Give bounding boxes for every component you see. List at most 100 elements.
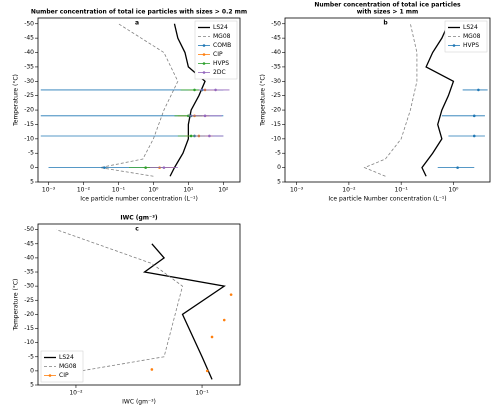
y-tick-label: -5 — [28, 353, 34, 360]
point — [208, 134, 211, 138]
x-tick-label: 10⁻² — [77, 187, 91, 194]
legend-swatch — [48, 374, 52, 377]
point — [189, 134, 193, 138]
x-tick-label: 10² — [218, 187, 229, 194]
y-tick-label: 5 — [30, 382, 34, 389]
y-tick-label: -50 — [24, 20, 34, 27]
x-tick-label: 10⁻² — [342, 187, 356, 194]
y-tick-label: 0 — [30, 367, 34, 374]
legend-label: COMB — [213, 42, 231, 49]
x-axis-label: Ice particle number concentration (L⁻¹) — [80, 196, 198, 203]
legend-swatch — [202, 53, 206, 56]
y-tick-label: -35 — [24, 269, 34, 276]
point — [214, 88, 217, 92]
x-tick-label: 10⁰ — [148, 187, 159, 194]
y-tick-label: -35 — [271, 63, 281, 70]
x-tick-label: 10⁻² — [69, 390, 83, 397]
chart-title: IWC (gm⁻³) — [120, 215, 157, 222]
chart-title: Number concentration of total ice partic… — [31, 9, 247, 16]
y-axis-label: Temperature (°C) — [13, 74, 20, 127]
y-tick-label: -30 — [24, 283, 34, 290]
legend-box — [444, 20, 488, 53]
line — [47, 229, 183, 377]
y-tick-label: -50 — [24, 226, 34, 233]
y-axis-label: Temperature (°C) — [260, 74, 267, 127]
y-tick-label: -20 — [271, 107, 281, 114]
y-tick-label: -45 — [24, 240, 34, 247]
point — [203, 114, 207, 118]
x-tick-label: 10⁻³ — [290, 187, 304, 194]
plot-frame — [37, 17, 241, 183]
legend-label: CIP — [59, 372, 69, 379]
legend-label: LS24 — [59, 354, 74, 361]
chart-title: with sizes > 1 mm — [357, 9, 419, 16]
legend-swatch — [202, 71, 206, 74]
y-tick-label: -25 — [24, 92, 34, 99]
legend-label: HVPS — [213, 60, 229, 67]
legend-label: LS24 — [463, 24, 478, 31]
legend-label: HVPS — [463, 42, 479, 49]
point — [193, 88, 196, 92]
y-tick-label: -50 — [271, 20, 281, 27]
point — [144, 166, 147, 169]
point — [472, 134, 476, 138]
y-tick-label: -10 — [271, 135, 281, 142]
x-axis-label: IWC (gm⁻³) — [122, 399, 156, 406]
line — [363, 23, 418, 177]
y-tick-label: -25 — [24, 297, 34, 304]
line — [169, 23, 206, 177]
y-tick-label: -10 — [24, 339, 34, 346]
y-tick-label: -45 — [271, 35, 281, 42]
point — [472, 114, 476, 118]
x-tick-label: 10⁻¹ — [112, 187, 126, 194]
y-tick-label: -25 — [271, 92, 281, 99]
x-tick-label: 10¹ — [183, 187, 194, 194]
y-tick-label: -40 — [24, 254, 34, 261]
x-axis-label: Ice particle Number concentration (L⁻¹) — [328, 196, 446, 203]
x-tick-label: 10⁰ — [448, 187, 459, 194]
point — [210, 335, 214, 339]
legend-label: LS24 — [213, 24, 228, 31]
line — [421, 23, 455, 177]
point — [103, 166, 106, 169]
legend-swatch — [202, 44, 206, 47]
legend-box — [40, 350, 84, 383]
y-tick-label: 5 — [30, 179, 34, 186]
point — [229, 293, 233, 296]
point — [150, 368, 154, 371]
y-tick-label: -5 — [275, 150, 281, 157]
y-tick-label: -15 — [271, 121, 281, 128]
y-tick-label: -40 — [24, 49, 34, 56]
y-tick-label: 5 — [277, 179, 281, 186]
y-tick-label: -20 — [24, 107, 34, 114]
chart-title: Number concentration of total ice partic… — [314, 2, 461, 9]
y-tick-label: -10 — [24, 135, 34, 142]
legend-label: MG08 — [463, 33, 481, 40]
line — [142, 243, 226, 380]
panel-label: b — [383, 20, 388, 27]
x-tick-label: 10⁻¹ — [195, 390, 209, 397]
y-tick-label: -35 — [24, 63, 34, 70]
legend-box — [194, 20, 238, 80]
y-tick-label: -15 — [24, 121, 34, 128]
line — [100, 23, 179, 177]
point — [162, 166, 166, 169]
y-tick-label: -30 — [24, 78, 34, 85]
point — [222, 318, 226, 322]
y-tick-label: 0 — [277, 164, 281, 171]
panel-label: c — [135, 226, 139, 233]
x-tick-label: 10⁻³ — [42, 187, 56, 194]
legend-label: MG08 — [213, 33, 231, 40]
plot-frame — [284, 17, 491, 183]
plot-frame — [37, 223, 241, 386]
y-tick-label: -30 — [271, 78, 281, 85]
y-tick-label: -20 — [24, 311, 34, 318]
legend-swatch — [452, 44, 456, 47]
point — [477, 88, 480, 92]
point — [205, 369, 209, 373]
legend-label: CIP — [213, 51, 223, 58]
legend-label: MG08 — [59, 363, 77, 370]
point — [456, 166, 459, 169]
y-tick-label: -45 — [24, 35, 34, 42]
